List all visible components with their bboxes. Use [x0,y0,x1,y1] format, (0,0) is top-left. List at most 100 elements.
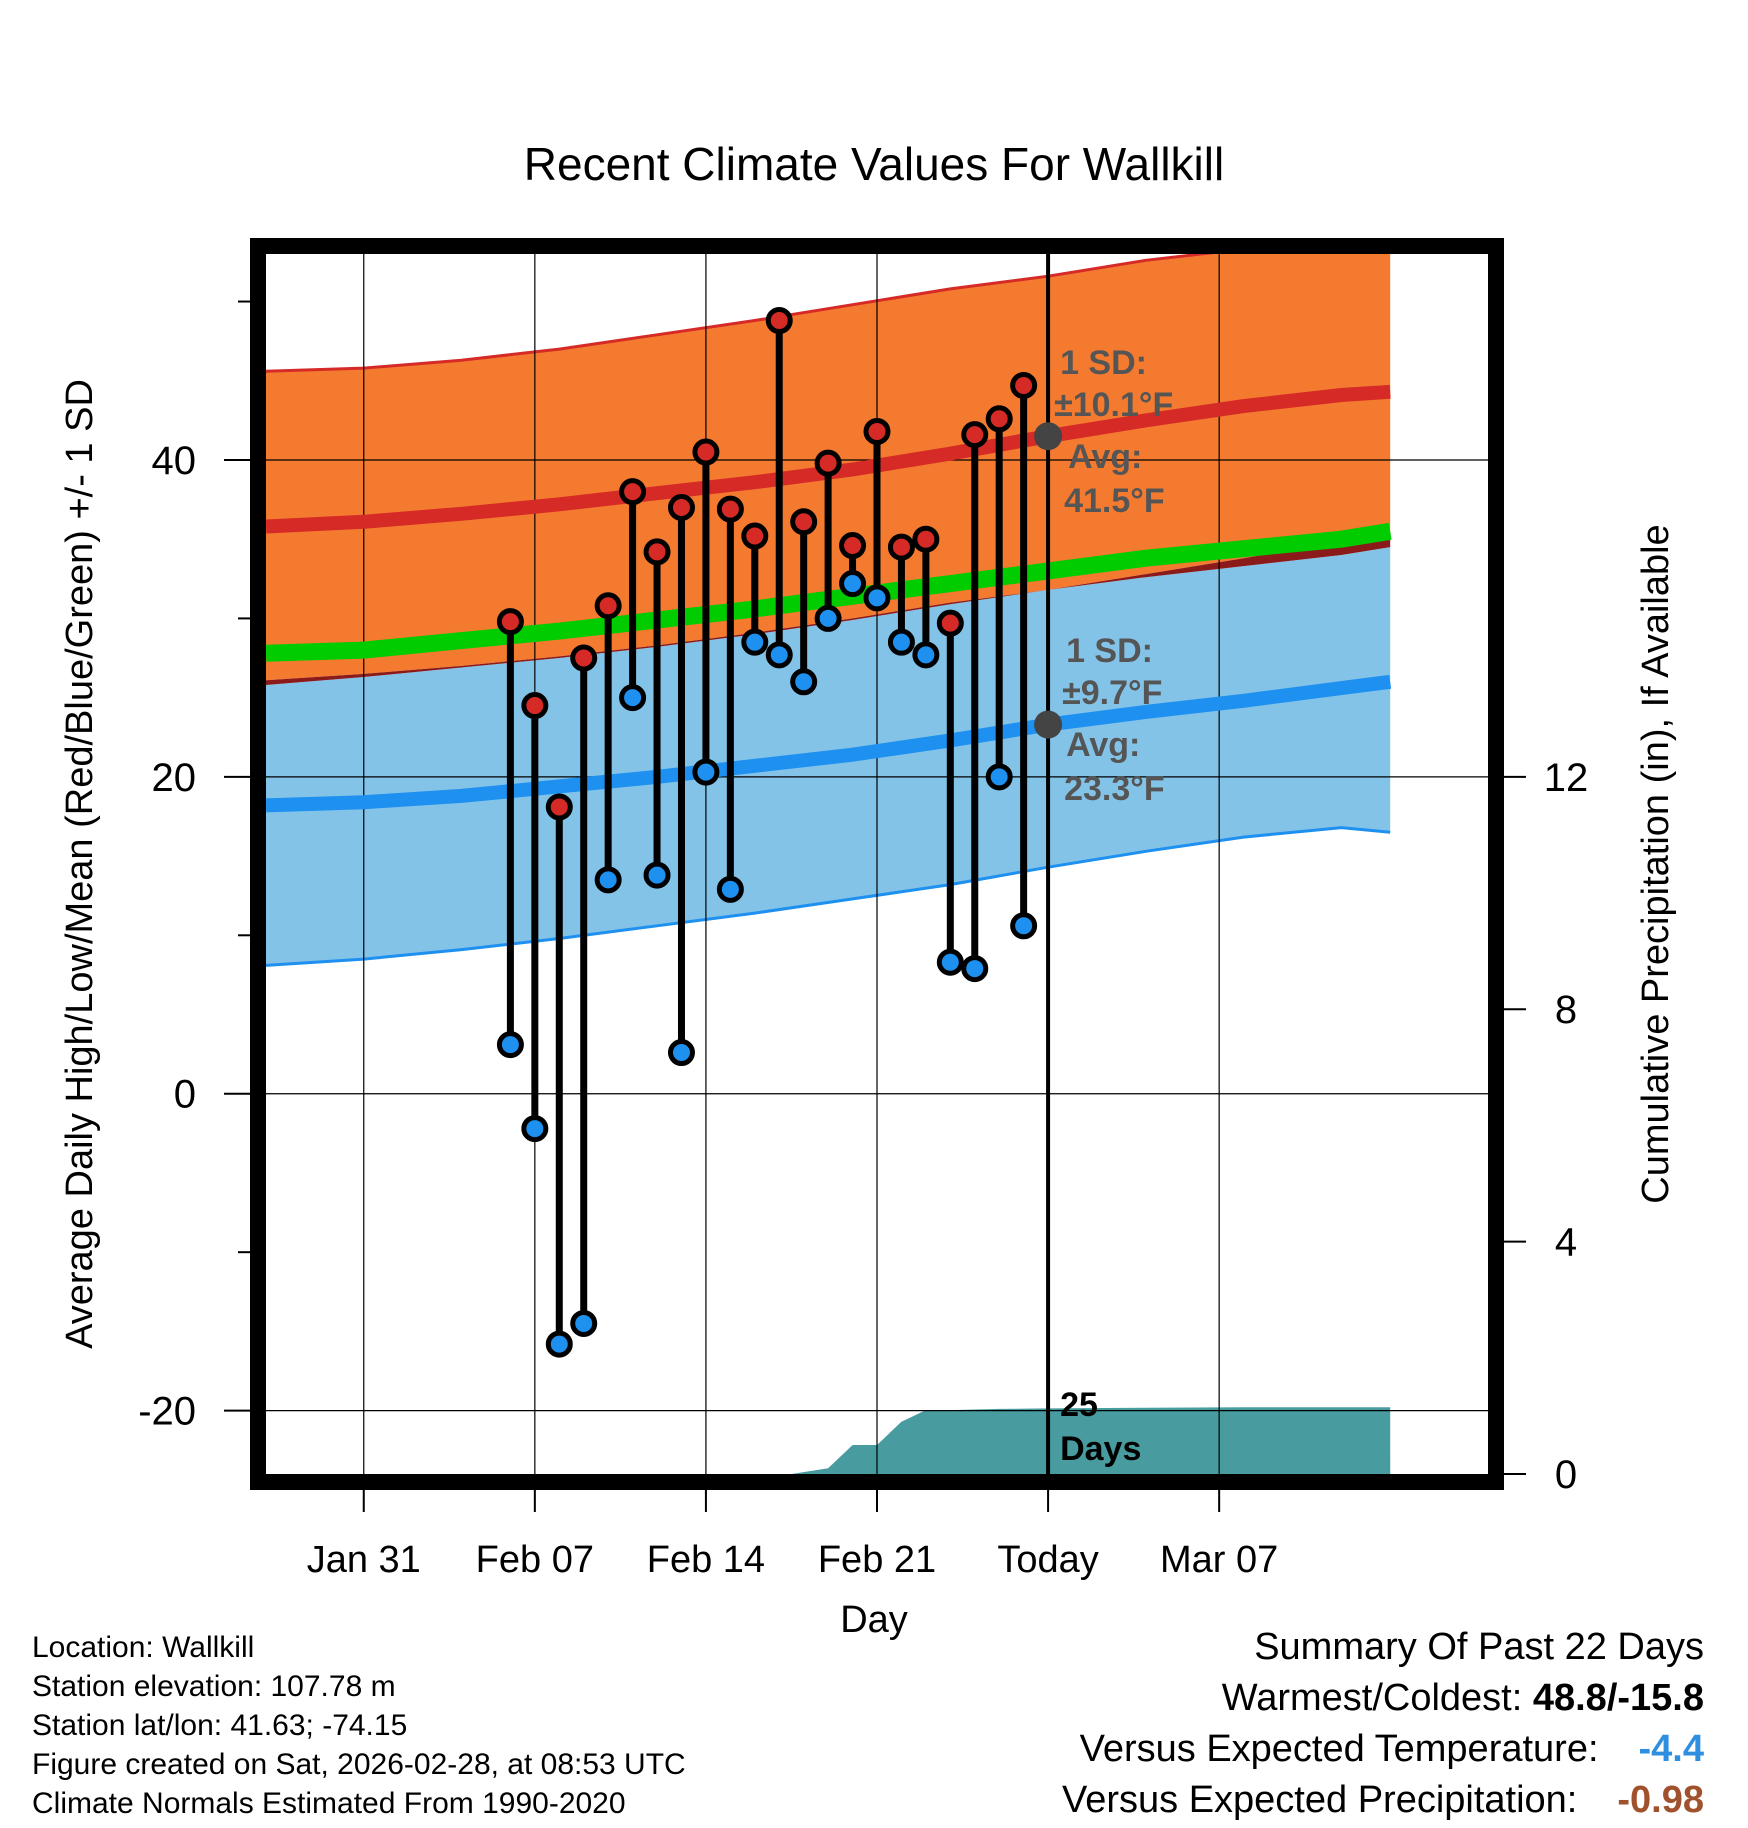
high-avg-label: Avg: [1068,438,1142,476]
x-tick-label: Feb 14 [647,1539,765,1581]
observed-high-point [887,533,915,561]
high-avg-line [266,384,1391,534]
low-avg-label: Avg: [1066,726,1140,764]
observed-low-point [765,641,793,669]
y2-tick-label: 8 [1555,988,1577,1032]
info-location: Location: Wallkill [32,1631,255,1664]
observed-low-point [692,758,720,786]
summary-warmest-row: Warmest/Coldest: 48.8/-15.8 [1062,1673,1704,1724]
y-axis-label: Average Daily High/Low/Mean (Red/Blue/Gr… [59,379,101,1349]
observed-low-point [545,1330,573,1358]
observed-high-point [521,692,549,720]
y-tick-label: 0 [174,1073,196,1117]
y2-tick-label: 0 [1555,1453,1577,1497]
y2-tick-label: 4 [1555,1221,1577,1265]
info-elevation: Station elevation: 107.78 m [32,1670,396,1703]
observed-low-point [594,866,622,894]
summary-temp-label: Versus Expected Temperature: [1079,1728,1599,1770]
observed-low-point [643,861,671,889]
y-tick-label: 20 [152,756,197,800]
precip-days-unit: Days [1060,1430,1141,1468]
summary-temp-row: Versus Expected Temperature: -4.4 [1062,1724,1704,1775]
low-avg-value: 23.3°F [1064,770,1165,808]
observed-low-point [887,628,915,656]
low-sd-value: ±9.7°F [1062,674,1162,712]
low-minus-sd-line [266,826,1391,967]
observed-high-point [594,592,622,620]
summary-title: Summary Of Past 22 Days [1254,1626,1704,1668]
summary-panel: Summary Of Past 22 Days Warmest/Coldest:… [1062,1622,1704,1826]
precipitation-area [791,1407,1391,1474]
y2-tick-label: 12 [1544,756,1589,800]
observed-high-point [936,609,964,637]
today-high-avg-marker [1034,422,1063,451]
observed-high-point [765,307,793,335]
x-tick-label: Feb 07 [476,1539,594,1581]
chart-title: Recent Climate Values For Wallkill [524,138,1224,190]
precip-cumulative-area [791,1407,1391,1474]
y-tick-label: -20 [138,1390,196,1434]
observed-high-point [570,644,598,672]
low-sd-label: 1 SD: [1066,632,1153,670]
summary-temp-value: -4.4 [1638,1728,1704,1770]
observed-low-point [863,584,891,612]
x-tick-label: Today [997,1539,1098,1581]
observed-high-point [496,608,524,636]
x-axis-label: Day [840,1599,908,1641]
observed-high-point [839,532,867,560]
observed-high-point [1010,372,1038,400]
x-tick-label: Jan 31 [307,1539,421,1581]
high-plus-sd-line [266,254,1215,373]
x-tick-label: Mar 07 [1160,1539,1278,1581]
today-low-avg-marker [1034,710,1063,739]
y-tick-label: 40 [152,439,197,483]
observed-high-point [716,495,744,523]
axes: -20 0 20 40 0 4 8 12 Jan 31 Feb 07 Feb 14 Feb 21 Tod… [138,300,1589,1581]
info-created: Figure created on Sat, 2026-02-28, at 08… [32,1748,686,1781]
observed-high-point [790,508,818,536]
observed-high-point [863,417,891,445]
summary-precip-row: Versus Expected Precipitation: -0.98 [1062,1775,1704,1826]
observed-high-point [619,478,647,506]
x-tick-label: Feb 21 [818,1539,936,1581]
high-sd-label: 1 SD: [1060,344,1147,382]
plot-frame [250,238,1504,1490]
today-annotations: 1 SD: ±10.1°F Avg: 41.5°F 1 SD: ±9.7°F Avg: 23.… [1034,344,1173,1468]
high-avg-value: 41.5°F [1064,482,1165,520]
observed-low-point [741,628,769,656]
observed-high-point [741,522,769,550]
observed-high-point [667,494,695,522]
observed-low-point [619,684,647,712]
observed-high-point [814,449,842,477]
observed-low-point [912,641,940,669]
summary-warmest-label: Warmest/Coldest: [1221,1677,1523,1719]
summary-warmest-value: 48.8/-15.8 [1532,1677,1704,1719]
station-info: Location: Wallkill Station elevation: 10… [32,1628,686,1823]
observed-low-point [667,1039,695,1067]
observed-low-point [496,1031,524,1059]
observed-high-point [912,525,940,553]
precip-days-number: 25 [1060,1386,1098,1424]
observed-high-point [985,405,1013,433]
observed-high-point [545,793,573,821]
observed-high-point [643,538,671,566]
observed-low-point [961,955,989,983]
observed-low-point [790,668,818,696]
observed-low-point [570,1309,598,1337]
observed-low-point [716,875,744,903]
low-avg-line [266,674,1392,813]
observed-low-point [985,763,1013,791]
observed-low-point [814,604,842,632]
observed-high-point [961,421,989,449]
y2-axis-label: Cumulative Precipitation (in), If Availa… [1635,524,1677,1203]
high-sd-value: ±10.1°F [1054,386,1173,424]
observed-low-point [1010,912,1038,940]
summary-precip-value: -0.98 [1617,1779,1704,1821]
observed-low-point [521,1115,549,1143]
observed-high-point [692,438,720,466]
summary-precip-label: Versus Expected Precipitation: [1061,1779,1578,1821]
observed-temperatures [496,307,1038,1358]
observed-low-point [839,570,867,598]
observed-low-point [936,948,964,976]
